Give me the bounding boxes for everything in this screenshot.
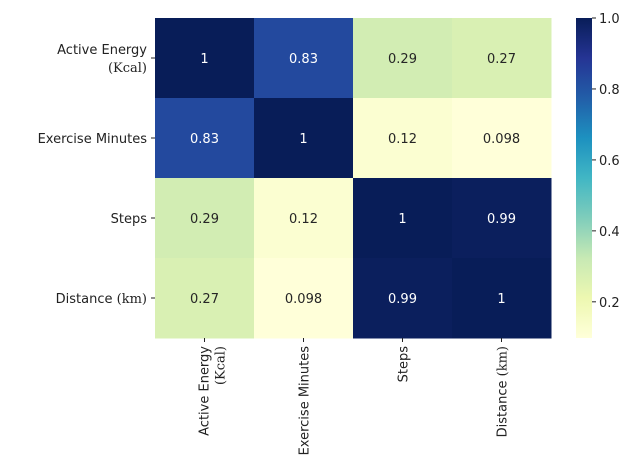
- heatmap-cell: [353, 178, 453, 259]
- heatmap-cell: [452, 98, 552, 179]
- column-label-unit: (Kcal): [214, 346, 229, 385]
- heatmap-cell: [452, 18, 552, 99]
- heatmap-cell: [254, 258, 354, 339]
- row-label: Distance (km): [56, 292, 147, 307]
- cell-value-label: 0.99: [388, 292, 417, 307]
- heatmap-cell: [254, 18, 354, 99]
- cell-value-label: 0.29: [388, 52, 417, 67]
- heatmap-cells: 1 0.83 0.29 0.27 0.83 1 0.12 0.098 0.29 0.12 1 0.99…: [155, 18, 552, 339]
- row-label: Active Energy: [57, 43, 147, 58]
- cell-value-label: 1: [497, 292, 505, 307]
- cell-value-label: 0.098: [483, 132, 520, 147]
- cell-value-label: 0.098: [285, 292, 322, 307]
- heatmap-cell: [452, 178, 552, 259]
- heatmap-cell: [155, 178, 255, 259]
- heatmap-cell: [353, 18, 453, 99]
- cell-value-label: 1: [299, 132, 307, 147]
- heatmap-cell: [353, 98, 453, 179]
- cell-value-label: 0.12: [289, 212, 318, 227]
- cell-value-label: 0.83: [190, 132, 219, 147]
- heatmap-cell: [155, 258, 255, 339]
- row-label: Exercise Minutes: [38, 132, 148, 147]
- cell-value-label: 0.12: [388, 132, 417, 147]
- row-label-unit: (Kcal): [108, 61, 147, 76]
- colorbar-gradient: [576, 18, 592, 338]
- row-labels: Active Energy (Kcal) Exercise Minutes Steps…: [38, 43, 155, 307]
- cell-value-label: 0.83: [289, 52, 318, 67]
- heatmap-cell: [254, 98, 354, 179]
- colorbar: 1.0 0.8 0.6 0.4 0.2: [576, 12, 620, 338]
- column-labels: Active Energy (Kcal) Exercise Minutes Steps…: [198, 338, 511, 455]
- cell-value-label: 0.99: [487, 212, 516, 227]
- colorbar-tick-label: 0.2: [599, 296, 620, 311]
- heatmap-cell: [452, 258, 552, 339]
- column-label: Exercise Minutes: [298, 346, 313, 456]
- colorbar-tick-label: 0.6: [599, 154, 620, 169]
- colorbar-tick-label: 1.0: [599, 12, 620, 27]
- column-label: Steps: [397, 346, 412, 383]
- heatmap-cell: [254, 178, 354, 259]
- column-label: Distance (km): [496, 346, 511, 437]
- colorbar-tick-label: 0.4: [599, 225, 620, 240]
- heatmap-cell: [155, 98, 255, 179]
- row-label: Steps: [111, 212, 148, 227]
- cell-value-label: 1: [398, 212, 406, 227]
- colorbar-tick-label: 0.8: [599, 83, 620, 98]
- cell-value-label: 0.27: [190, 292, 219, 307]
- column-label: Active Energy: [198, 346, 213, 436]
- heatmap-cell: [353, 258, 453, 339]
- cell-value-label: 1: [200, 52, 208, 67]
- heatmap-cell: [155, 18, 255, 99]
- cell-value-label: 0.27: [487, 52, 516, 67]
- cell-value-label: 0.29: [190, 212, 219, 227]
